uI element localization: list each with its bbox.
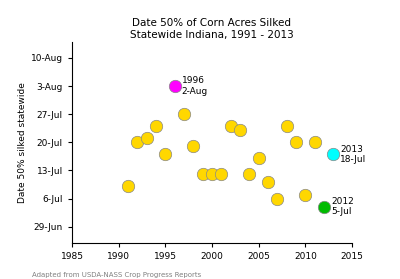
Point <box>265 180 271 185</box>
Point <box>228 124 234 128</box>
Point <box>218 172 224 177</box>
Point <box>312 140 318 145</box>
Point <box>274 196 280 201</box>
Point <box>237 128 243 133</box>
Y-axis label: Date 50% silked statewide: Date 50% silked statewide <box>18 82 27 203</box>
Text: 1996
2-Aug: 1996 2-Aug <box>182 76 208 96</box>
Point <box>144 136 150 141</box>
Text: 2013
18-Jul: 2013 18-Jul <box>340 145 366 164</box>
Point <box>181 112 187 116</box>
Point <box>162 152 168 157</box>
Point <box>172 84 178 88</box>
Point <box>330 152 336 157</box>
Point <box>134 140 140 145</box>
Point <box>209 172 215 177</box>
Point <box>302 192 308 197</box>
Point <box>284 124 290 128</box>
Point <box>153 124 159 128</box>
Point <box>293 140 299 145</box>
Title: Date 50% of Corn Acres Silked
Statewide Indiana, 1991 - 2013: Date 50% of Corn Acres Silked Statewide … <box>130 18 294 40</box>
Point <box>321 204 327 209</box>
Text: Adapted from USDA-NASS Crop Progress Reports: Adapted from USDA-NASS Crop Progress Rep… <box>32 271 201 278</box>
Point <box>190 144 196 148</box>
Point <box>125 184 131 189</box>
Point <box>246 172 252 177</box>
Point <box>200 172 206 177</box>
Text: 2012
5-Jul: 2012 5-Jul <box>331 197 354 216</box>
Point <box>256 156 262 161</box>
